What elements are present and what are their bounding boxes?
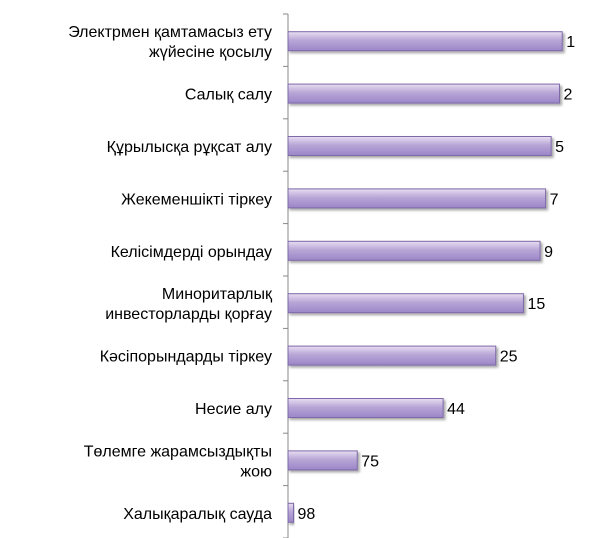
category-label: Электрмен қамтамасыз ету жүйесіне қосылу <box>68 24 272 61</box>
bar <box>287 83 560 104</box>
bar <box>287 398 444 418</box>
category-label: Миноритарлық инвесторларды қорғау <box>105 286 273 323</box>
bar <box>287 345 497 366</box>
data-label: 5 <box>555 139 564 156</box>
data-label: 2 <box>563 87 572 104</box>
data-label: 75 <box>361 453 379 470</box>
category-labels: Электрмен қамтамасыз ету жүйесіне қосылу С… <box>68 24 273 523</box>
category-label: Келісімдерді орындау <box>111 244 272 261</box>
data-label: 15 <box>527 296 545 313</box>
bar <box>287 240 541 261</box>
category-label: Халықаралық сауда <box>123 506 272 523</box>
category-label: Кәсіпорындарды тіркеу <box>100 349 272 366</box>
data-label: 25 <box>500 349 518 366</box>
category-label: Несие алу <box>195 401 272 418</box>
bar <box>287 502 295 523</box>
category-label: Төлемге жарамсыздықты жою <box>84 443 272 480</box>
category-label: Салық салу <box>185 87 272 104</box>
category-label: Жекеменшікті тіркеу <box>121 191 272 208</box>
data-label: 44 <box>447 401 465 418</box>
data-label: 1 <box>566 34 575 51</box>
bar <box>287 293 524 314</box>
bar <box>287 31 563 52</box>
data-label: 9 <box>544 244 553 261</box>
data-label: 7 <box>550 191 559 208</box>
bar <box>287 136 552 156</box>
bar <box>287 188 547 209</box>
bar <box>287 450 358 471</box>
data-label: 98 <box>298 506 316 523</box>
category-label: Құрылысқа рұқсат алу <box>107 139 272 156</box>
y-axis-ticks <box>283 13 288 538</box>
bars-group <box>287 31 563 523</box>
